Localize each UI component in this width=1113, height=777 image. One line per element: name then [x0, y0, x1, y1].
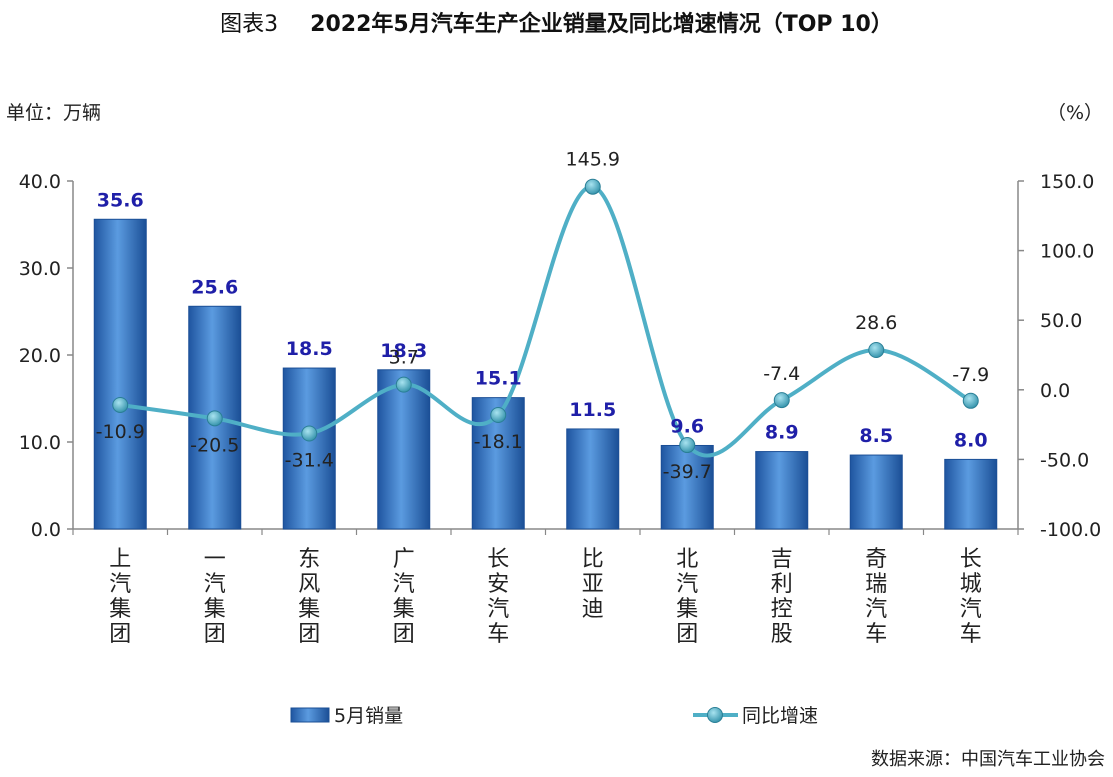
bar-value-label: 15.1 [475, 368, 522, 390]
growth-value-label: -7.4 [763, 363, 800, 385]
bar-value-label: 9.6 [670, 415, 704, 437]
left-tick-label: 20.0 [19, 345, 61, 367]
bar-value-label: 11.5 [569, 399, 616, 421]
x-tick-label: 吉利控股 [771, 547, 793, 647]
x-tick-label: 比亚迪 [582, 547, 604, 622]
x-tick-label: 长安汽车 [487, 547, 509, 647]
growth-value-label: 3.7 [389, 347, 419, 369]
growth-point [206, 410, 223, 427]
growth-point [395, 376, 412, 393]
legend-bar-swatch [290, 707, 330, 723]
legend-line-marker [707, 707, 723, 723]
growth-point [773, 392, 790, 409]
left-tick-label: 30.0 [19, 258, 61, 280]
bar-value-label: 8.5 [859, 425, 893, 447]
bars [93, 218, 998, 530]
x-tick-label: 一汽集团 [204, 547, 226, 647]
growth-value-label: -7.9 [952, 364, 989, 386]
bar-value-label: 8.9 [765, 422, 799, 444]
left-axis-unit: 单位：万辆 [6, 102, 102, 124]
growth-value-label: -31.4 [285, 450, 334, 472]
bar [755, 451, 809, 530]
bar [566, 428, 620, 530]
growth-value-label: -10.9 [96, 421, 145, 443]
left-tick-label: 0.0 [31, 519, 61, 541]
left-tick-label: 40.0 [19, 171, 61, 193]
growth-point [584, 178, 601, 195]
figure-label: 图表3 [220, 12, 279, 37]
growth-value-label: 145.9 [566, 149, 620, 171]
x-tick-label: 北汽集团 [676, 547, 698, 647]
growth-line [112, 178, 979, 458]
bar [93, 218, 147, 530]
chart-title: 图表3 2022年5月汽车生产企业销量及同比增速情况（TOP 10） [0, 6, 1113, 38]
right-tick-label: -50.0 [1040, 449, 1089, 471]
growth-point [679, 437, 696, 454]
title-text: 2022年5月汽车生产企业销量及同比增速情况（TOP 10） [310, 12, 893, 37]
x-tick-label: 广汽集团 [393, 547, 415, 647]
bar [377, 369, 431, 530]
growth-value-label: -20.5 [190, 434, 239, 456]
legend-bar-label: 5月销量 [334, 705, 403, 727]
bar [849, 454, 903, 530]
legend: 5月销量 同比增速 [290, 705, 818, 727]
growth-value-label: 28.6 [855, 312, 897, 334]
growth-point [962, 392, 979, 409]
x-tick-label: 长城汽车 [960, 547, 982, 647]
x-tick-label: 上汽集团 [109, 547, 131, 647]
right-tick-label: -100.0 [1040, 519, 1101, 541]
growth-point [301, 425, 318, 442]
x-tick-label: 东风集团 [298, 547, 320, 647]
bar [282, 367, 336, 530]
growth-point [490, 406, 507, 423]
growth-point [112, 396, 129, 413]
left-tick-label: 10.0 [19, 432, 61, 454]
bar-value-label: 25.6 [191, 276, 238, 298]
bar-value-label: 35.6 [97, 189, 144, 211]
growth-point [868, 341, 885, 358]
bar-value-label: 18.3 [380, 340, 427, 362]
right-tick-label: 100.0 [1040, 241, 1094, 263]
bar [944, 458, 998, 530]
right-tick-label: 150.0 [1040, 171, 1094, 193]
legend-line-label: 同比增速 [742, 705, 818, 727]
growth-value-label: -18.1 [474, 431, 523, 453]
right-tick-label: 0.0 [1040, 380, 1070, 402]
x-tick-label: 奇瑞汽车 [865, 547, 887, 647]
data-labels: 35.6 25.6 18.5 18.3 15.1 11.5 9.6 8.9 8.5 8.0 -10.… [96, 149, 990, 483]
bar [660, 444, 714, 530]
axes: 0.0 10.0 20.0 30.0 40.0 -100.0 -50.0 0.0 50.0 100… [19, 171, 1102, 647]
source-note: 数据来源：中国汽车工业协会 [871, 749, 1105, 770]
right-axis-unit: （%） [1046, 102, 1103, 124]
growth-value-label: -39.7 [663, 461, 712, 483]
growth-line-path [119, 184, 972, 458]
bar-value-label: 18.5 [286, 338, 333, 360]
bar-value-label: 8.0 [954, 429, 988, 451]
right-tick-label: 50.0 [1040, 310, 1082, 332]
